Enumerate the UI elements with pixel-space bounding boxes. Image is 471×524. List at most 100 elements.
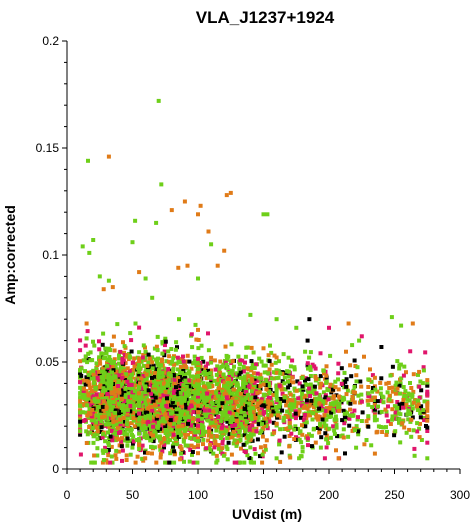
- data-point: [178, 433, 183, 438]
- data-point: [201, 381, 206, 386]
- data-point: [342, 397, 347, 402]
- data-point: [200, 419, 204, 424]
- data-point: [187, 406, 192, 411]
- data-point: [192, 354, 197, 359]
- data-point: [353, 428, 357, 433]
- data-point: [344, 349, 348, 354]
- data-point: [285, 399, 290, 404]
- x-tick-label: 0: [64, 488, 71, 502]
- data-point: [171, 430, 176, 435]
- data-point: [274, 383, 279, 388]
- data-point: [171, 384, 176, 389]
- data-point: [90, 399, 95, 404]
- data-point: [425, 440, 430, 445]
- data-point: [158, 438, 163, 443]
- data-point: [166, 371, 171, 376]
- data-point: [109, 384, 113, 389]
- data-point: [357, 338, 362, 343]
- data-point: [378, 391, 383, 396]
- data-point: [146, 398, 151, 403]
- data-point: [178, 457, 183, 462]
- data-point: [171, 370, 175, 375]
- data-point: [104, 396, 109, 400]
- y-tick-label: 0: [52, 462, 59, 476]
- x-axis: 0 50 100 150 200 250 300: [64, 468, 470, 502]
- data-point: [111, 404, 115, 409]
- data-point: [181, 396, 186, 401]
- data-point: [172, 378, 177, 383]
- data-point: [116, 449, 121, 454]
- data-point: [305, 338, 310, 343]
- data-point: [339, 366, 344, 371]
- data-point: [172, 390, 176, 395]
- data-point: [107, 422, 112, 427]
- data-point: [247, 401, 252, 406]
- data-point: [231, 418, 236, 423]
- data-point: [223, 403, 228, 408]
- data-point: [97, 339, 101, 344]
- data-point: [98, 361, 103, 366]
- data-point: [274, 456, 279, 461]
- data-point: [279, 386, 284, 391]
- data-point: [122, 399, 127, 404]
- data-point: [165, 383, 170, 388]
- data-point: [125, 398, 130, 403]
- data-point: [372, 407, 377, 412]
- data-point: [395, 400, 400, 404]
- data-point: [154, 344, 159, 349]
- data-point: [189, 430, 193, 434]
- data-point: [175, 427, 180, 432]
- data-point: [284, 414, 289, 419]
- data-point: [324, 373, 329, 378]
- data-point: [235, 371, 240, 376]
- data-point: [258, 454, 262, 459]
- data-point: [167, 408, 172, 413]
- data-point: [165, 416, 170, 421]
- data-point: [116, 379, 121, 384]
- data-point: [78, 408, 83, 413]
- x-tick-label: 300: [450, 488, 470, 502]
- data-point: [244, 440, 249, 445]
- data-point: [225, 381, 230, 386]
- data-point: [143, 456, 148, 461]
- data-point: [376, 404, 380, 409]
- data-point: [393, 391, 398, 396]
- data-point: [88, 430, 93, 435]
- data-point: [150, 375, 154, 380]
- data-point: [306, 443, 310, 448]
- data-point: [90, 408, 95, 412]
- data-point: [188, 374, 193, 379]
- data-point: [193, 434, 198, 439]
- data-point: [307, 386, 312, 391]
- data-point: [276, 413, 280, 418]
- data-point: [95, 429, 100, 434]
- data-point: [81, 388, 86, 393]
- data-point: [143, 276, 148, 281]
- data-point: [280, 371, 285, 376]
- data-point: [252, 418, 257, 423]
- data-point: [410, 415, 415, 420]
- data-point: [78, 395, 83, 400]
- data-point: [230, 435, 235, 440]
- data-point: [190, 452, 194, 457]
- data-point: [246, 436, 251, 441]
- data-point: [415, 408, 420, 412]
- data-point: [242, 460, 247, 465]
- data-point: [103, 389, 108, 394]
- data-point: [305, 436, 310, 441]
- data-point: [141, 363, 146, 368]
- data-point: [305, 363, 310, 368]
- data-point: [86, 158, 90, 163]
- data-point: [149, 426, 153, 431]
- data-point: [176, 434, 181, 439]
- data-point: [255, 418, 260, 423]
- data-point: [118, 422, 123, 427]
- data-point: [196, 356, 200, 361]
- data-point: [328, 435, 333, 440]
- data-point: [196, 400, 200, 405]
- data-point: [254, 426, 259, 431]
- data-point: [259, 378, 264, 383]
- data-point: [235, 382, 240, 387]
- data-point: [164, 403, 169, 408]
- data-point: [125, 366, 130, 371]
